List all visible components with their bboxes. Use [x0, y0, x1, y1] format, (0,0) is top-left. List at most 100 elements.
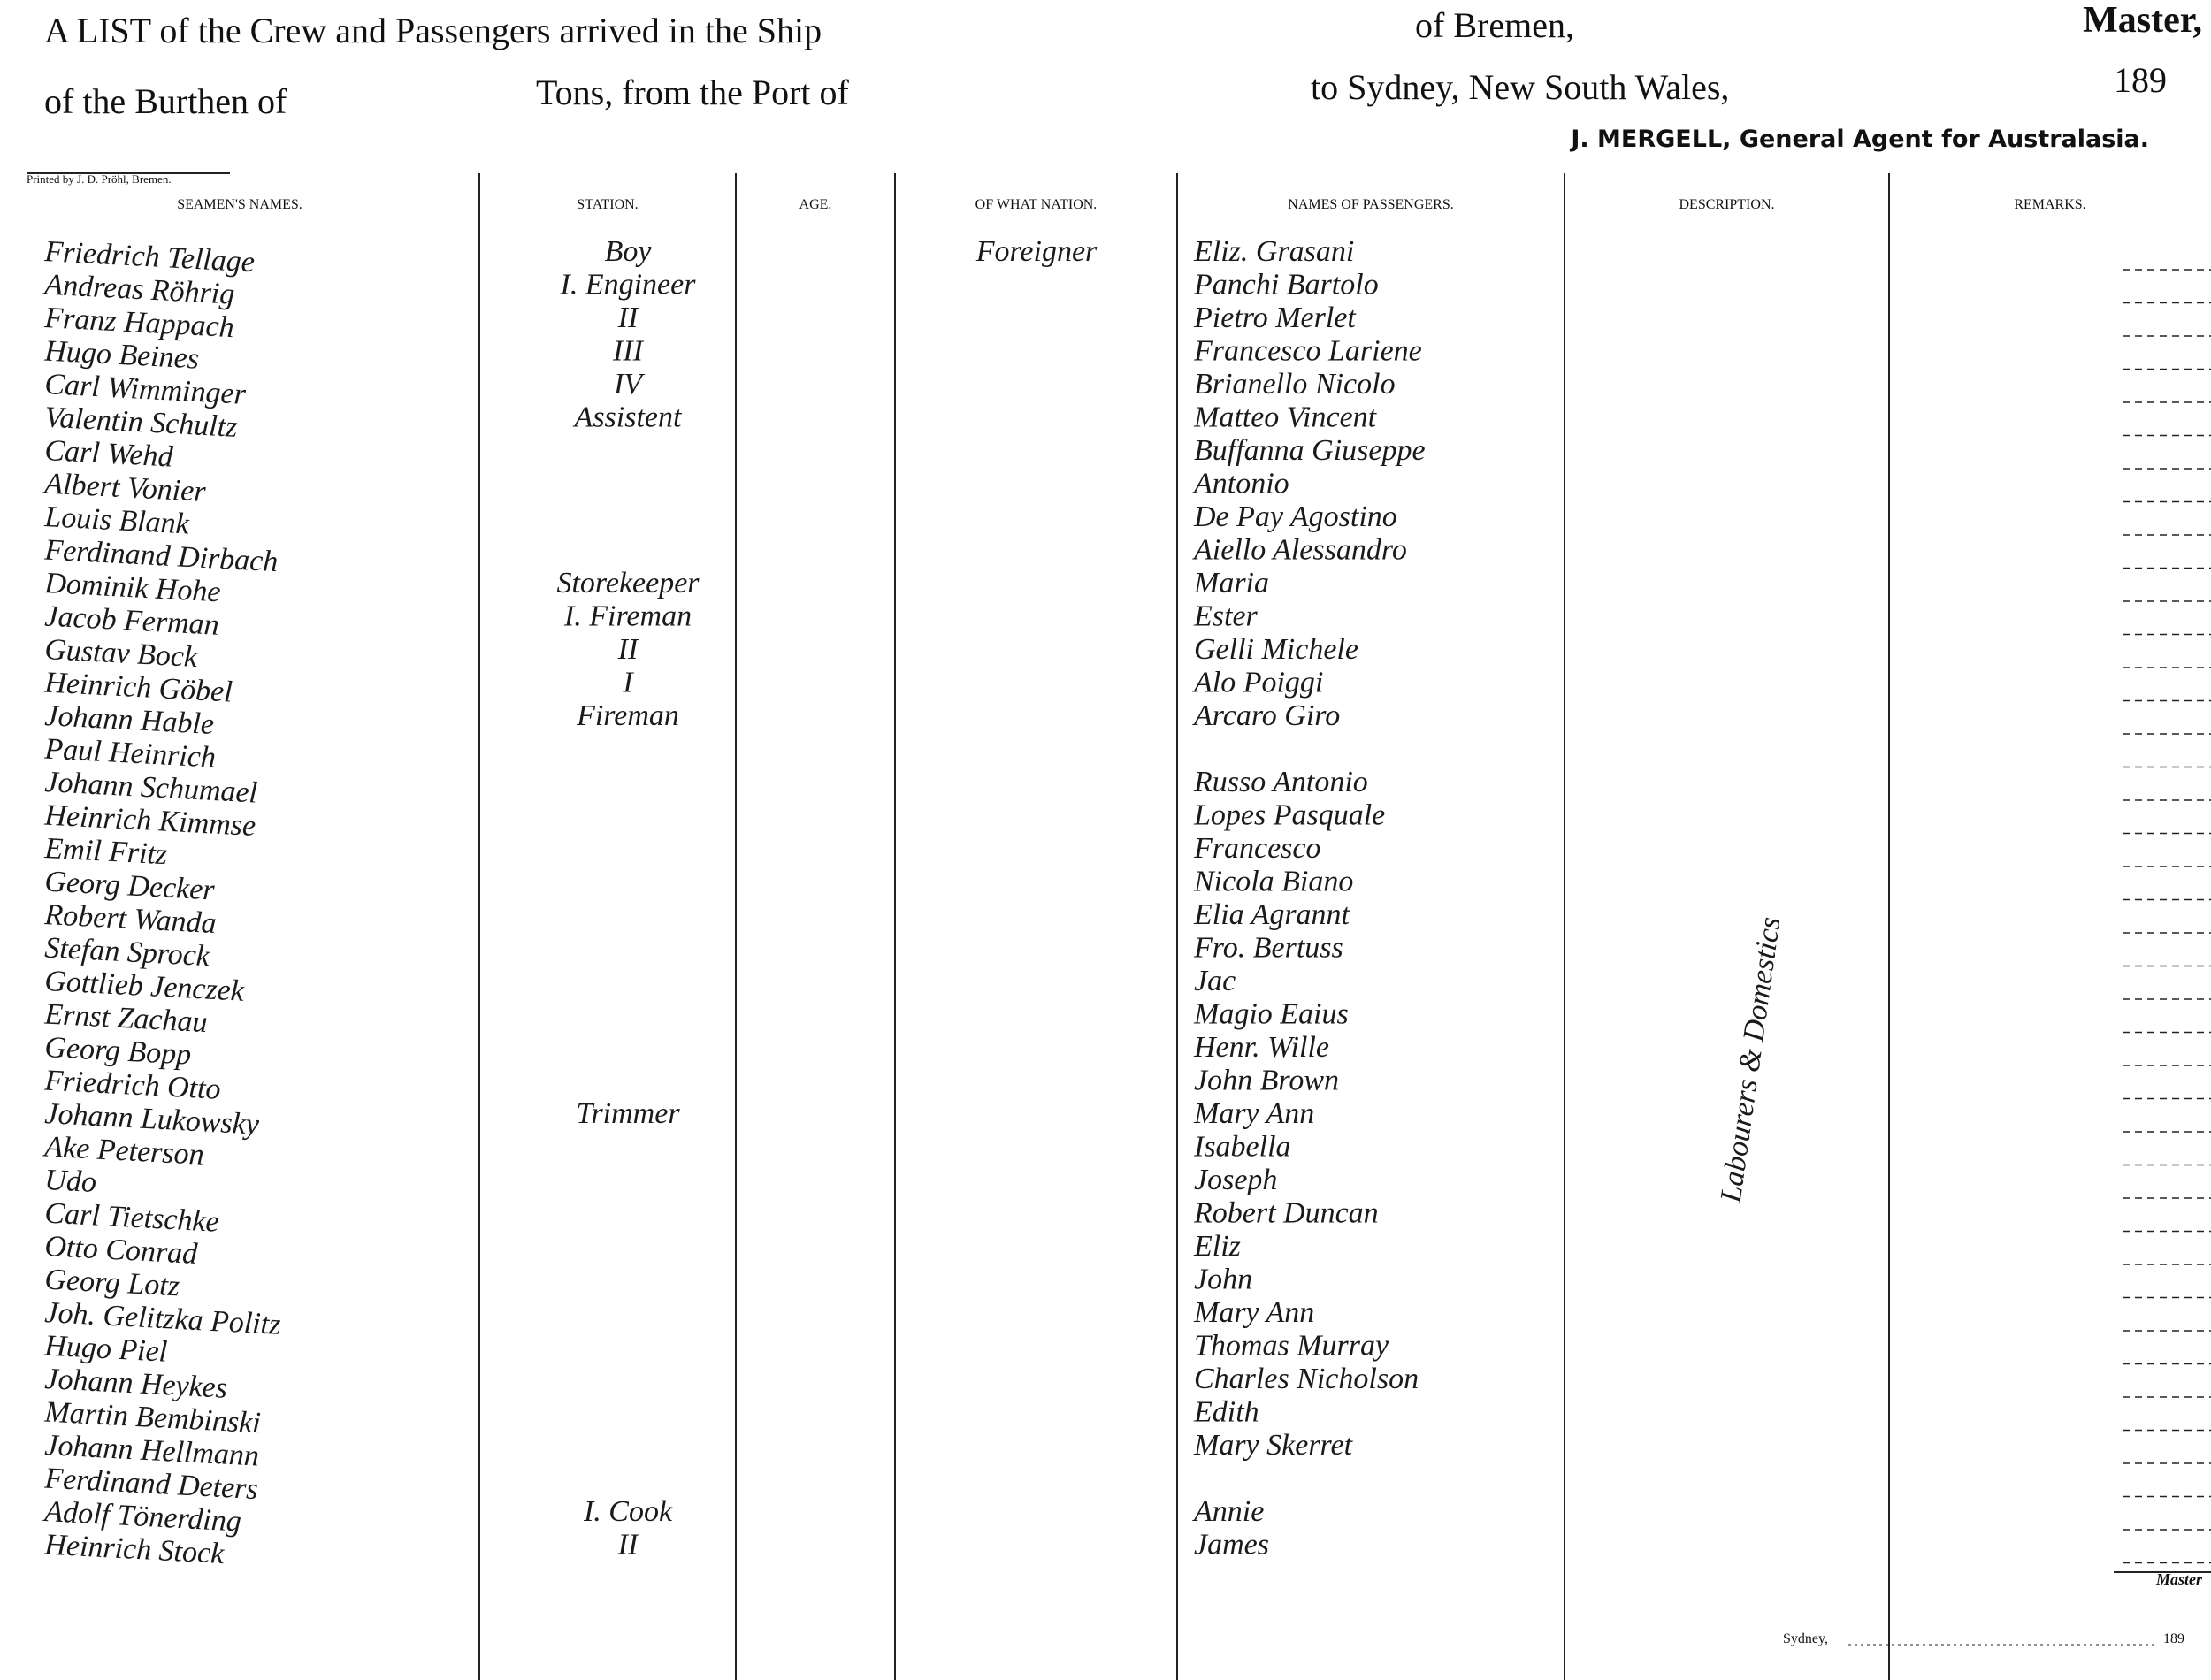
passenger-name: James	[1194, 1529, 1269, 1562]
passenger-name: Edith	[1193, 1396, 1259, 1429]
master-label: Master	[2155, 1570, 2203, 1588]
title-text: of Bremen,	[1415, 5, 1574, 45]
passenger-name: Jac	[1194, 965, 1236, 997]
passenger-name: Brianello Nicolo	[1194, 368, 1396, 401]
station: II	[617, 633, 639, 666]
title-text: to Sydney, New South Wales,	[1311, 67, 1729, 107]
passenger-name: Annie	[1192, 1495, 1264, 1528]
seaman-name: Udo	[44, 1164, 97, 1199]
seaman-name: Emil Fritz	[43, 832, 169, 871]
seaman-name: Hugo Piel	[43, 1329, 169, 1368]
passenger-name: Mary Skerret	[1193, 1429, 1354, 1462]
title-text: Tons, from the Port of	[536, 73, 850, 112]
table-row: Ernst Zachau Magio Eaius	[43, 997, 1349, 1039]
year-label: 189	[2163, 1631, 2184, 1646]
table-row: Hugo Beines III Francesco Lariene	[43, 334, 1422, 375]
station: I. Engineer	[560, 269, 697, 302]
passenger-name: Joseph	[1194, 1164, 1277, 1196]
passenger-name: Aiello Alessandro	[1192, 534, 1407, 567]
station: II	[617, 302, 639, 334]
passenger-name: Alo Poiggi	[1192, 667, 1323, 699]
title-text: Master,	[2083, 0, 2202, 41]
table-row: Gustav Bock II Gelli Michele	[44, 633, 1358, 674]
title-text: 189	[2114, 60, 2167, 100]
header: A LIST of the Crew and Passengers arrive…	[27, 0, 2202, 186]
seaman-name: Louis Blank	[43, 500, 191, 541]
passenger-name: Nicola Biano	[1193, 866, 1353, 898]
station: III	[612, 335, 645, 368]
seaman-name: Georg Lotz	[44, 1264, 180, 1303]
passenger-name: John	[1194, 1264, 1252, 1296]
passenger-name: Buffanna Giuseppe	[1194, 434, 1426, 467]
station: II	[617, 1529, 639, 1562]
passenger-name: Russo Antonio	[1193, 766, 1368, 798]
column-header: SEAMEN'S NAMES.	[177, 197, 302, 212]
column-header: DESCRIPTION.	[1679, 197, 1774, 212]
passenger-name: Gelli Michele	[1194, 633, 1358, 666]
passenger-name: Matteo Vincent	[1193, 401, 1378, 434]
passenger-name: Mary Ann	[1193, 1296, 1314, 1329]
table-row: Georg Bopp Henr. Wille	[44, 1031, 1329, 1072]
table-row: Louis Blank De Pay Agostino	[43, 500, 1397, 541]
passenger-name: Arcaro Giro	[1192, 699, 1340, 732]
table-row: Otto Conrad Eliz	[44, 1230, 1241, 1271]
table-grid	[27, 172, 2211, 1680]
table: SEAMEN'S NAMES. STATION. AGE. OF WHAT NATIO…	[42, 197, 2086, 1570]
column-header: AGE.	[799, 197, 832, 212]
station: Trimmer	[576, 1097, 680, 1130]
passenger-name: Charles Nicholson	[1194, 1363, 1419, 1395]
passenger-name: Francesco Lariene	[1193, 335, 1422, 368]
station: IV	[613, 368, 646, 401]
column-header: NAMES OF PASSENGERS.	[1288, 197, 1453, 212]
passenger-name: Isabella	[1193, 1131, 1291, 1164]
column-header: STATION.	[577, 197, 638, 212]
passenger-name: Eliz. Grasani	[1193, 235, 1354, 268]
passenger-name: Eliz	[1193, 1230, 1241, 1263]
passenger-name: Thomas Murray	[1194, 1330, 1389, 1363]
passenger-name: Elia Agrannt	[1193, 898, 1351, 931]
passenger-name: De Pay Agostino	[1193, 500, 1397, 533]
station: I. Cook	[583, 1495, 673, 1528]
title-text: A LIST of the Crew and Passengers arrive…	[44, 11, 822, 50]
table-row: Georg Decker Nicola Biano	[44, 866, 1354, 907]
table-row: Hugo Piel Thomas Murray	[43, 1329, 1389, 1368]
passenger-name: Panchi Bartolo	[1193, 269, 1379, 302]
seaman-name: Gustav Bock	[44, 633, 199, 674]
passenger-name: Pietro Merlet	[1193, 302, 1357, 334]
passenger-name: Ester	[1193, 600, 1259, 633]
footer: Master Sydney, 189	[1783, 1570, 2211, 1646]
printer-text: Printed by J. D. Pröhl, Bremen.	[27, 172, 172, 186]
passenger-name: Henr. Wille	[1193, 1031, 1329, 1064]
station: I	[622, 667, 634, 699]
column-header: REMARKS.	[2014, 197, 2085, 212]
passenger-name: John Brown	[1194, 1065, 1339, 1097]
table-row: Jacob Ferman I. Fireman Ester	[44, 600, 1259, 642]
seaman-name: Hugo Beines	[43, 334, 200, 375]
passenger-name: Lopes Pasquale	[1193, 799, 1385, 832]
passenger-name: Antonio	[1192, 468, 1289, 500]
nation: Foreigner	[975, 235, 1098, 268]
station: Storekeeper	[556, 567, 700, 599]
passenger-name: Magio Eaius	[1193, 998, 1349, 1031]
station: I. Fireman	[563, 600, 692, 633]
seaman-name: Carl Wehd	[44, 434, 175, 474]
table-row: Georg Lotz John	[44, 1264, 1253, 1303]
table-row: Carl Wehd Buffanna Giuseppe	[44, 434, 1426, 474]
table-row: Heinrich Stock II James	[43, 1528, 1269, 1570]
passenger-name: Robert Duncan	[1193, 1197, 1379, 1230]
agent-text: J. MERGELL, General Agent for Australasi…	[1569, 126, 2149, 153]
station: Boy	[605, 235, 653, 268]
passenger-name: Fro. Bertuss	[1193, 932, 1343, 965]
table-row: Udo Joseph	[44, 1164, 1278, 1199]
title-text: of the Burthen of	[44, 81, 287, 121]
passenger-name: Francesco	[1193, 832, 1321, 865]
passenger-name: Maria	[1193, 567, 1269, 599]
station: Assistent	[573, 401, 683, 434]
station: Fireman	[576, 699, 679, 732]
seaman-name: Georg Bopp	[44, 1031, 193, 1072]
seaman-name: Otto Conrad	[44, 1230, 200, 1271]
column-header: OF WHAT NATION.	[975, 197, 1098, 212]
sydney-label: Sydney,	[1783, 1631, 1828, 1646]
